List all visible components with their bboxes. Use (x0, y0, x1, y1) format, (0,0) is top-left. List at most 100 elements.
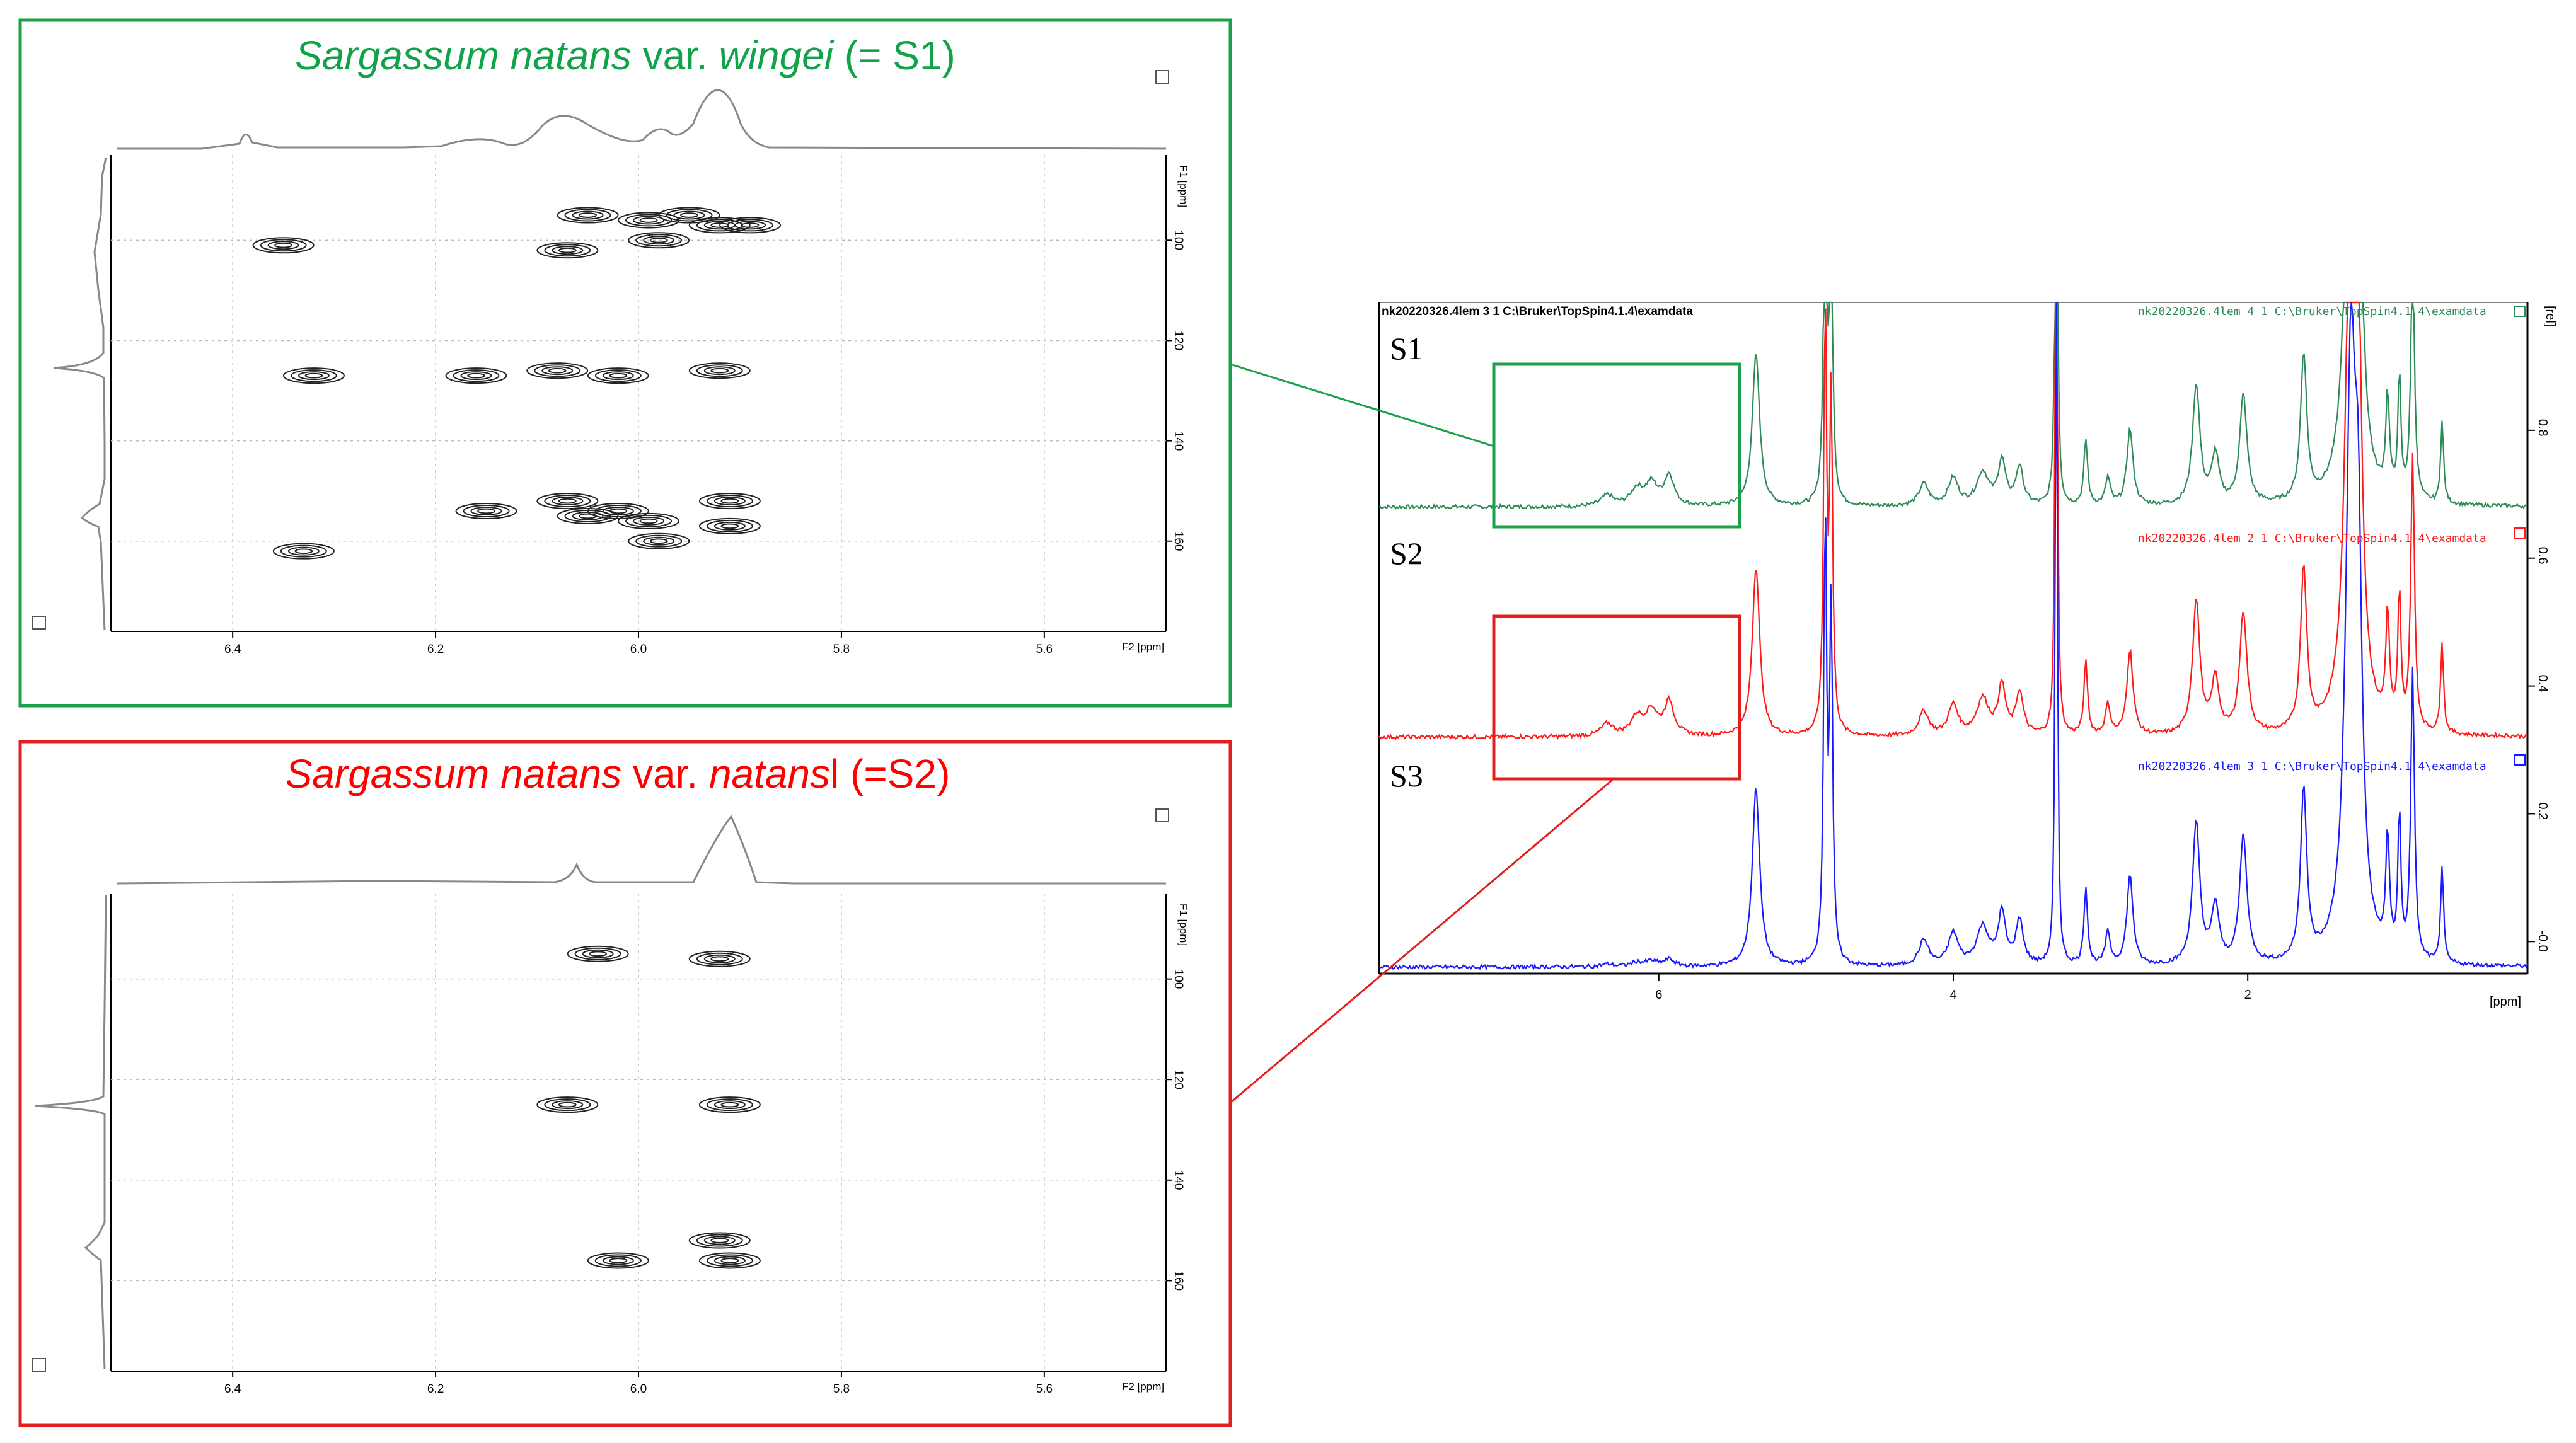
panel-s1-f2-projection (117, 89, 1167, 150)
panel-s1-tick-label-x-4: 5.6 (1036, 643, 1053, 656)
panel-s2-grid (111, 894, 1166, 1371)
series-label-s3: S3 (1390, 758, 1423, 793)
series-label-s2: S2 (1390, 536, 1423, 571)
spectrum-traces (1378, 301, 2528, 971)
panel-s2-tick-label-y-1: 120 (1172, 1069, 1185, 1089)
panel-s1-cross-peak-7 (536, 493, 599, 510)
panel-s1-cross-peak-17 (688, 362, 751, 379)
panel-s2-f1-axis-label: F1 [ppm] (1177, 904, 1189, 946)
panel-s2-f2-axis-label: F2 [ppm] (1122, 1381, 1164, 1393)
panel-s1-cross-peak-9 (587, 503, 649, 520)
panel-s1-border (18, 18, 1232, 708)
panel-s2-border (18, 740, 1232, 1427)
panel-s1-cross-peak-5 (536, 242, 599, 259)
panel-s2-tick-label-y-3: 160 (1172, 1270, 1185, 1291)
spectrum-tick-label-x-1: 4 (1949, 988, 1956, 1002)
panel-s1-cross-peak-2 (272, 543, 335, 560)
spectrum-ticks: 6 4 2 -0.0 0.2 0.4 0.6 0.8 (1655, 419, 2550, 1002)
panel-s2-title: Sargassum natans var. natansl (=S2) (286, 751, 950, 796)
spectrum-tick-label-y-3: 0.6 (2536, 547, 2550, 565)
panel-s1-cross-peak-21 (587, 367, 649, 384)
spectrum-tick-label-y-2: 0.4 (2536, 675, 2550, 693)
legend-box-s2 (2514, 527, 2526, 539)
legend-box-s3 (2514, 754, 2526, 766)
panel-s2-cross-peak-0 (567, 945, 629, 962)
panel-s1-cross-peaks (252, 207, 782, 560)
legend-s1: nk20220326.4lem 4 1 C:\Bruker\TopSpin4.1… (2138, 305, 2486, 318)
panel-s1-tick-label-x-2: 6.0 (630, 643, 647, 656)
panel-s1-tick-label-x-1: 6.2 (427, 643, 444, 656)
panel-s1-tick-label-x-3: 5.8 (833, 643, 850, 656)
spectrum-x-unit: [ppm] (2490, 995, 2521, 1009)
panel-s2-cross-peak-5 (698, 1252, 761, 1269)
panel-s1-cross-peak-1 (282, 367, 345, 384)
panel-s2-f1-projection (34, 894, 107, 1369)
panel-s2-corner-box-bottom (32, 1358, 46, 1372)
panel-s1-tick-label-y-1: 120 (1172, 330, 1185, 350)
spectrum-trace-s2 (1378, 301, 2528, 740)
panel-s2-cross-peak-3 (698, 1096, 761, 1113)
panel-s1-tick-label-x-0: 6.4 (224, 643, 241, 656)
panel-s2-cross-peaks (536, 945, 761, 1269)
panel-s1-cross-peak-13 (628, 232, 690, 249)
panel-s2-cross-peak-2 (536, 1096, 599, 1113)
panel-s2-tick-label-x-1: 6.2 (427, 1383, 444, 1396)
panel-s1-cross-peak-20 (628, 532, 690, 549)
panel-s1-cross-peak-14 (658, 207, 720, 224)
panel-s2-tick-label-x-3: 5.8 (833, 1383, 850, 1396)
panel-s1: Sargassum natans var. wingei (= S1) 6.4 6… (18, 18, 1232, 708)
panel-s1-tick-label-y-2: 140 (1172, 431, 1185, 451)
panel-s1-grid (111, 155, 1166, 631)
spectrum-trace-s1 (1378, 301, 2528, 510)
panel-s1-corner-box-bottom (32, 616, 46, 630)
spectrum-tick-label-x-0: 6 (1655, 988, 1662, 1002)
panel-s2-cross-peak-6 (587, 1252, 649, 1269)
panel-s1-f2-axis-label: F2 [ppm] (1122, 641, 1164, 653)
panel-s1-cross-peak-4 (455, 503, 517, 520)
panel-s2: Sargassum natans var. natansl (=S2) 6.4 6… (18, 740, 1232, 1427)
panel-s1-cross-peak-19 (698, 517, 761, 534)
panel-s1-title: Sargassum natans var. wingei (= S1) (295, 33, 956, 78)
panel-s2-cross-peak-4 (688, 1232, 751, 1249)
spectrum-tick-label-y-0: -0.0 (2536, 930, 2550, 951)
legend-s2: nk20220326.4lem 2 1 C:\Bruker\TopSpin4.1… (2138, 532, 2486, 545)
panel-s1-cross-peak-3 (445, 367, 507, 384)
zoom-box-s2 (1492, 614, 1741, 781)
panel-s1-tick-label-y-3: 160 (1172, 531, 1185, 551)
panel-s1-tick-label-y-0: 100 (1172, 230, 1185, 250)
panel-s2-tick-label-x-4: 5.6 (1036, 1383, 1053, 1396)
spectrum-tick-label-y-1: 0.2 (2536, 802, 2550, 820)
panel-s1-cross-peak-15 (688, 217, 751, 234)
panel-s2-tick-label-x-2: 6.0 (630, 1383, 647, 1396)
connector-line-s1 (1230, 363, 1494, 447)
panel-s2-tick-label-y-2: 140 (1172, 1170, 1185, 1190)
panel-s1-corner-box-top (1155, 70, 1169, 84)
panel-s2-tick-labels: 6.4 6.2 6.0 5.8 5.6 100 120 140 160 (224, 969, 1185, 1396)
panel-s2-f2-projection (116, 815, 1166, 885)
panel-s1-f1-projection (53, 157, 107, 631)
legend-box-s1 (2514, 306, 2526, 317)
panel-s1-cross-peak-16 (719, 217, 782, 234)
series-label-s1: S1 (1390, 331, 1423, 366)
panel-s1-f1-axis-label: F1 [ppm] (1177, 165, 1189, 207)
spectrum-y-unit: [rel] (2543, 306, 2557, 326)
panel-s2-corner-box-top (1155, 808, 1169, 822)
panel-s1-cross-peak-6 (526, 362, 589, 379)
spectrum-tick-label-x-2: 2 (2244, 988, 2251, 1002)
spectrum-header: nk20220326.4lem 3 1 C:\Bruker\TopSpin4.1… (1382, 305, 1693, 318)
spectrum-trace-s3 (1378, 302, 2528, 971)
panel-s2-tick-label-x-0: 6.4 (224, 1383, 241, 1396)
panel-s1-cross-peak-11 (557, 207, 619, 224)
panel-s1-cross-peak-10 (618, 512, 680, 529)
spectrum-1d: nk20220326.4lem 3 1 C:\Bruker\TopSpin4.1… (1378, 301, 2557, 1009)
panel-s1-cross-peak-18 (698, 493, 761, 510)
connector-line-s2 (1230, 778, 1614, 1104)
panel-s2-cross-peak-1 (688, 950, 751, 967)
panel-s2-tick-label-y-0: 100 (1172, 969, 1185, 989)
panel-s1-cross-peak-12 (618, 212, 680, 229)
panel-s1-tick-labels: 6.4 6.2 6.0 5.8 5.6 100 120 140 160 (224, 230, 1185, 656)
panel-s1-cross-peak-0 (252, 237, 315, 254)
legend-s3: nk20220326.4lem 3 1 C:\Bruker\TopSpin4.1… (2138, 760, 2486, 773)
spectrum-tick-label-y-4: 0.8 (2536, 419, 2550, 437)
